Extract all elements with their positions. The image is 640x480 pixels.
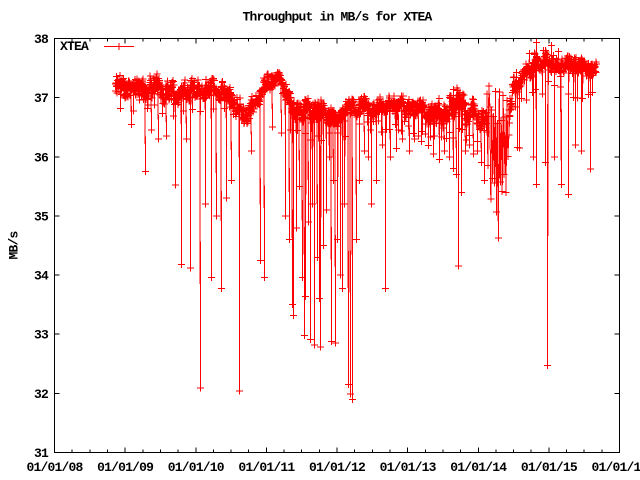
svg-text:31: 31 (34, 446, 49, 461)
svg-text:XTEA: XTEA (60, 39, 89, 54)
svg-text:01/01/10: 01/01/10 (168, 460, 225, 475)
svg-text:38: 38 (34, 32, 49, 47)
svg-text:36: 36 (34, 150, 49, 165)
svg-text:01/01/09: 01/01/09 (97, 460, 154, 475)
svg-text:MB/s: MB/s (7, 231, 22, 260)
svg-text:34: 34 (34, 269, 49, 284)
svg-text:32: 32 (34, 387, 49, 402)
svg-text:01/01/13: 01/01/13 (380, 460, 437, 475)
svg-text:35: 35 (34, 209, 49, 224)
svg-text:33: 33 (34, 328, 49, 343)
svg-text:01/01/14: 01/01/14 (450, 460, 507, 475)
svg-text:01/01/08: 01/01/08 (26, 460, 83, 475)
svg-text:01/01/15: 01/01/15 (521, 460, 578, 475)
svg-text:37: 37 (34, 91, 48, 106)
svg-text:01/01/12: 01/01/12 (309, 460, 366, 475)
svg-text:Throughput in MB/s for XTEA: Throughput in MB/s for XTEA (242, 10, 432, 25)
svg-text:01/01/11: 01/01/11 (238, 460, 295, 475)
svg-text:01/01/16: 01/01/16 (591, 460, 640, 475)
